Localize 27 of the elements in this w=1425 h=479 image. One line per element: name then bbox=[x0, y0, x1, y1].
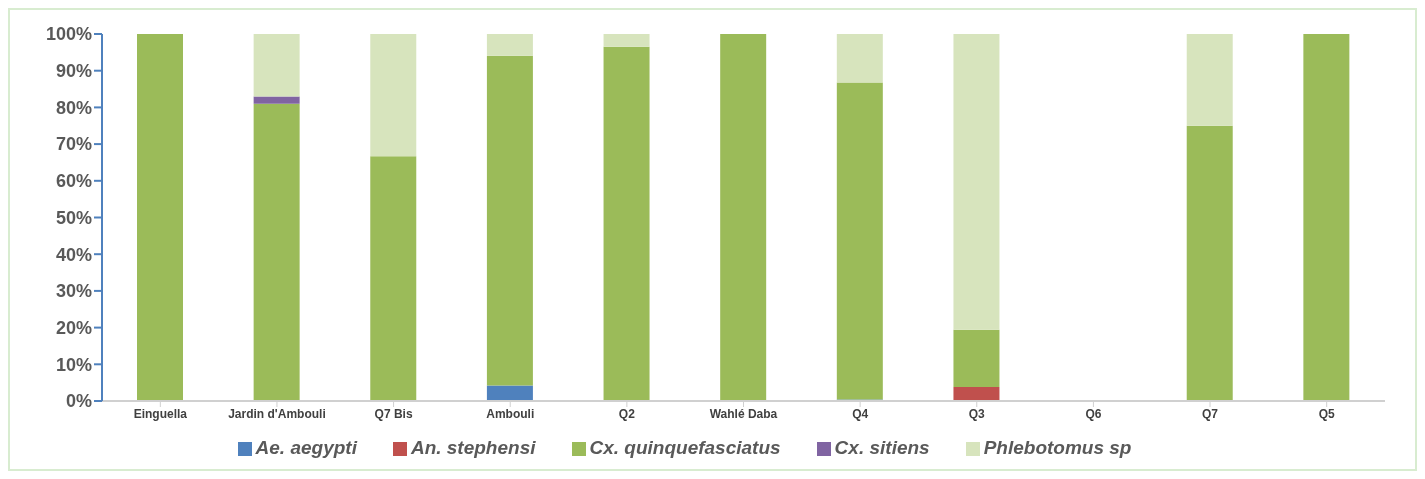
y-tick-label: 80% bbox=[55, 97, 92, 118]
legend-label: Ae. aegypti bbox=[255, 437, 357, 458]
y-tick-label: 10% bbox=[55, 354, 92, 375]
x-tick-label: Wahlé Daba bbox=[709, 406, 778, 421]
y-tick-label: 30% bbox=[55, 281, 92, 302]
y-tick-label: 40% bbox=[55, 244, 92, 265]
x-tick-label: Ambouli bbox=[486, 406, 535, 421]
y-tick-label: 20% bbox=[55, 317, 92, 338]
x-tick-label: Q4 bbox=[852, 406, 869, 421]
y-tick-label: 50% bbox=[55, 207, 92, 228]
y-tick-label: 70% bbox=[55, 134, 92, 155]
y-tick-label: 100% bbox=[45, 24, 92, 45]
x-tick-label: Q3 bbox=[968, 406, 986, 421]
y-tick-label: 0% bbox=[65, 391, 92, 412]
x-tick-label: Q7 bbox=[1202, 406, 1219, 421]
x-tick-label: Q5 bbox=[1318, 406, 1336, 421]
legend-label: An. stephensi bbox=[410, 437, 536, 458]
x-tick-label: Q7 Bis bbox=[374, 406, 413, 421]
legend-label: Cx. quinquefasciatus bbox=[589, 437, 781, 458]
x-tick-label: Q6 bbox=[1085, 406, 1102, 421]
y-tick-label: 60% bbox=[55, 171, 92, 192]
x-tick-label: Jardin d'Ambouli bbox=[228, 406, 326, 421]
x-tick-label: Q2 bbox=[618, 406, 636, 421]
legend-label: Phlebotomus sp bbox=[983, 437, 1132, 458]
x-tick-label: Einguella bbox=[133, 406, 188, 421]
legend-label: Cx. sitiens bbox=[834, 437, 930, 458]
y-tick-label: 90% bbox=[55, 61, 92, 82]
